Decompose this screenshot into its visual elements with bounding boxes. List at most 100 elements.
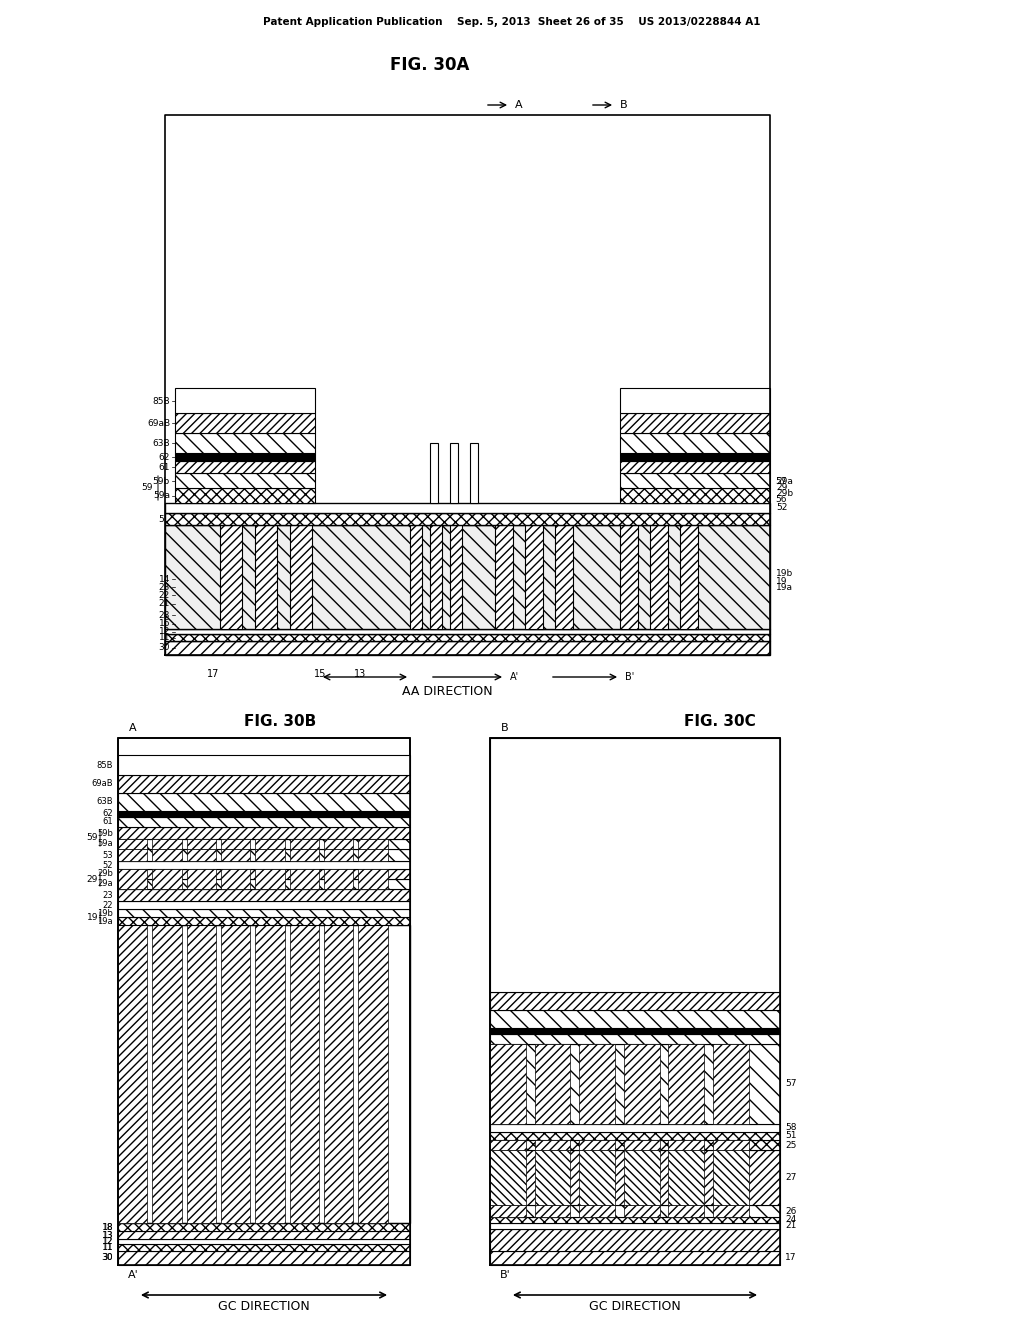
Bar xyxy=(490,993,780,1010)
Bar xyxy=(118,840,147,849)
Bar xyxy=(535,1205,570,1217)
Text: 17: 17 xyxy=(207,669,219,678)
Text: GC DIRECTION: GC DIRECTION xyxy=(589,1300,681,1313)
Text: 23: 23 xyxy=(102,891,113,899)
Bar xyxy=(470,444,478,503)
Text: 62: 62 xyxy=(159,453,170,462)
Bar xyxy=(535,1150,570,1205)
Bar xyxy=(680,525,698,630)
Bar xyxy=(620,525,638,630)
Text: 56: 56 xyxy=(775,495,786,504)
Bar xyxy=(165,525,770,630)
Bar xyxy=(175,488,315,503)
Bar xyxy=(165,503,770,513)
Bar xyxy=(580,1205,615,1217)
Bar xyxy=(118,879,410,888)
Bar xyxy=(165,513,770,525)
Bar xyxy=(490,1133,780,1140)
Bar xyxy=(430,525,442,630)
Bar xyxy=(290,849,318,861)
Text: 19: 19 xyxy=(776,577,787,586)
Bar xyxy=(118,755,410,775)
Bar xyxy=(175,473,315,488)
Bar xyxy=(290,525,312,630)
Bar xyxy=(255,840,285,849)
Bar xyxy=(221,840,250,849)
Bar xyxy=(358,840,388,849)
Text: 61: 61 xyxy=(102,817,113,826)
Text: 13: 13 xyxy=(102,1230,113,1239)
Bar xyxy=(580,1140,615,1150)
Bar xyxy=(165,634,770,642)
Text: A: A xyxy=(129,723,137,733)
Bar xyxy=(555,525,573,630)
Bar xyxy=(669,1140,705,1150)
Text: AA DIRECTION: AA DIRECTION xyxy=(401,685,493,698)
Bar xyxy=(620,388,770,413)
Bar xyxy=(490,738,780,1265)
Bar xyxy=(325,925,353,1224)
Text: B': B' xyxy=(625,672,634,682)
Bar xyxy=(118,775,410,793)
Bar xyxy=(325,869,353,888)
Text: FIG. 30A: FIG. 30A xyxy=(390,55,470,74)
Bar xyxy=(118,909,410,917)
Bar xyxy=(118,1251,410,1265)
Bar xyxy=(118,828,410,840)
Text: 59a: 59a xyxy=(153,491,170,500)
Bar xyxy=(490,1034,780,1044)
Bar xyxy=(620,461,770,473)
Bar xyxy=(358,869,388,888)
Text: GC DIRECTION: GC DIRECTION xyxy=(218,1300,310,1313)
Bar xyxy=(624,1140,659,1150)
Bar xyxy=(255,869,285,888)
Bar xyxy=(118,849,410,861)
Bar xyxy=(535,1044,570,1125)
Bar xyxy=(118,738,410,1265)
Bar xyxy=(450,525,462,630)
Bar xyxy=(490,1140,525,1150)
Text: 17: 17 xyxy=(785,1254,797,1262)
Bar xyxy=(430,444,438,503)
Bar xyxy=(118,1239,410,1243)
Text: A': A' xyxy=(128,1270,138,1280)
Text: 14: 14 xyxy=(159,574,170,583)
Bar xyxy=(624,1044,659,1125)
Bar xyxy=(290,925,318,1224)
Bar xyxy=(118,869,410,879)
Text: 59b: 59b xyxy=(97,829,113,837)
Bar xyxy=(620,488,770,503)
Text: 63B: 63B xyxy=(96,797,113,807)
Bar xyxy=(175,388,315,413)
Text: 53: 53 xyxy=(417,513,428,523)
Bar xyxy=(118,1224,410,1232)
Bar xyxy=(325,849,353,861)
Bar xyxy=(118,810,410,817)
Text: 51: 51 xyxy=(159,515,170,524)
Bar xyxy=(118,817,410,828)
Text: 12: 12 xyxy=(102,1238,113,1246)
Bar xyxy=(153,869,181,888)
Bar xyxy=(490,1224,780,1229)
Text: 21: 21 xyxy=(159,599,170,609)
Bar xyxy=(490,1028,780,1034)
Bar xyxy=(490,1044,525,1125)
Bar xyxy=(358,925,388,1224)
Text: 51: 51 xyxy=(785,1131,797,1140)
Text: 28: 28 xyxy=(159,610,170,619)
Bar xyxy=(118,888,410,902)
Text: 13: 13 xyxy=(354,669,367,678)
Bar xyxy=(290,869,318,888)
Text: 13: 13 xyxy=(101,1230,113,1239)
Bar xyxy=(186,840,216,849)
Text: 30: 30 xyxy=(101,1254,113,1262)
Text: 85B: 85B xyxy=(153,396,170,405)
Text: 53: 53 xyxy=(102,850,113,859)
Bar xyxy=(255,525,278,630)
Bar xyxy=(624,1150,659,1205)
Bar xyxy=(118,793,410,810)
Text: 18: 18 xyxy=(102,1222,113,1232)
Text: 21: 21 xyxy=(785,1221,797,1230)
Text: Patent Application Publication    Sep. 5, 2013  Sheet 26 of 35    US 2013/022884: Patent Application Publication Sep. 5, 2… xyxy=(263,17,761,26)
Text: 19b: 19b xyxy=(97,908,113,917)
